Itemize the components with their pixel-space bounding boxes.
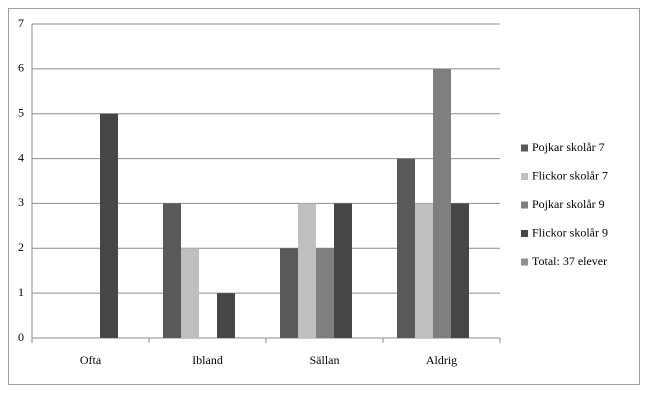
legend-label: Pojkar skolår 9 bbox=[532, 197, 605, 211]
y-tick-label: 3 bbox=[18, 195, 24, 209]
legend-label: Flickor skolår 9 bbox=[532, 225, 608, 239]
legend-swatch bbox=[521, 144, 528, 152]
bar bbox=[163, 203, 181, 338]
bar bbox=[181, 248, 199, 338]
x-tick-label: Ibland bbox=[192, 353, 223, 367]
y-tick-label: 0 bbox=[18, 330, 24, 344]
legend-swatch bbox=[521, 258, 528, 266]
x-tick-label: Sällan bbox=[310, 353, 340, 367]
bar bbox=[316, 248, 334, 338]
y-tick-label: 5 bbox=[18, 105, 24, 119]
bar bbox=[334, 203, 352, 338]
legend-swatch bbox=[521, 201, 528, 209]
legend-label: Flickor skolår 7 bbox=[532, 168, 608, 182]
x-tick-label: Aldrig bbox=[426, 353, 457, 367]
y-tick-label: 6 bbox=[18, 61, 24, 75]
bar bbox=[217, 293, 235, 338]
y-tick-label: 2 bbox=[18, 240, 24, 254]
legend-label: Total: 37 elever bbox=[532, 254, 607, 268]
bar bbox=[280, 248, 298, 338]
bar bbox=[451, 203, 469, 338]
bar bbox=[298, 203, 316, 338]
y-tick-label: 1 bbox=[18, 285, 24, 299]
bar bbox=[100, 113, 118, 338]
legend-swatch bbox=[521, 173, 528, 180]
bar bbox=[397, 158, 415, 338]
y-tick-label: 7 bbox=[18, 16, 24, 30]
y-tick-label: 4 bbox=[18, 150, 24, 164]
legend-swatch bbox=[521, 230, 528, 237]
bar bbox=[433, 68, 451, 338]
x-tick-label: Ofta bbox=[80, 353, 102, 367]
bar bbox=[415, 203, 433, 338]
legend-label: Pojkar skolår 7 bbox=[532, 140, 605, 154]
